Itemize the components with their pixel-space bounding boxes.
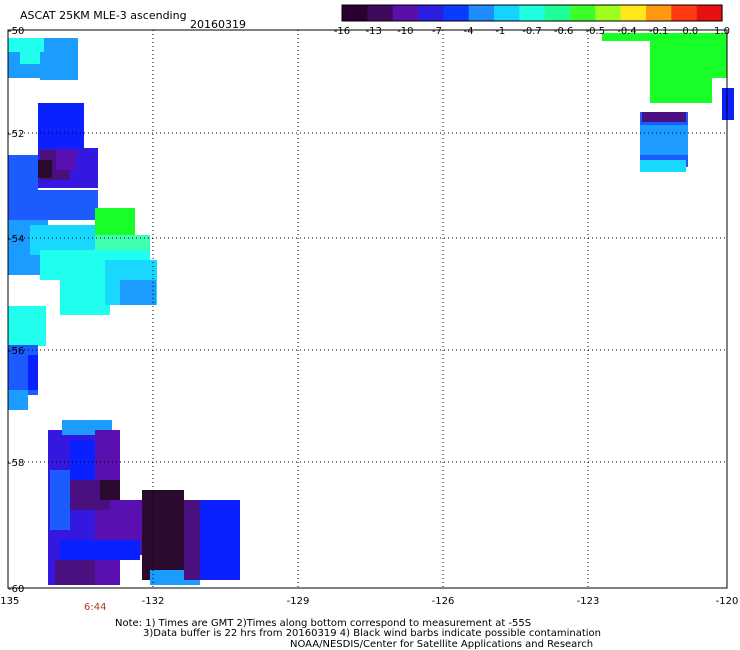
colorbar-swatch (443, 5, 470, 21)
wind-cell (40, 68, 78, 80)
wind-cell (38, 160, 52, 178)
lon-tick-label: -129 (287, 596, 310, 607)
lat-tick-label: -50 (8, 26, 24, 37)
colorbar-swatch (392, 5, 419, 21)
wind-cell (60, 275, 110, 315)
wind-cell (56, 150, 76, 170)
wind-cell (120, 280, 156, 305)
note-line-2: 3)Data buffer is 22 hrs from 20160319 4)… (143, 628, 601, 639)
time-label: 6:44 (84, 602, 107, 613)
map-date: 20160319 (190, 18, 246, 31)
colorbar-swatch (646, 5, 672, 21)
colorbar-label: -0.7 (522, 26, 542, 37)
lon-tick-label: -123 (577, 596, 600, 607)
lon-tick-label: -126 (432, 596, 455, 607)
wind-cell (8, 390, 28, 410)
wind-cell (95, 208, 135, 238)
wind-cell (38, 103, 84, 153)
wind-cell (690, 38, 727, 78)
wind-cell (602, 33, 727, 41)
colorbar-label: -13 (365, 26, 381, 37)
colorbar-swatch (468, 5, 495, 21)
lat-tick-label: -52 (8, 129, 24, 140)
colorbar-swatch (620, 5, 647, 21)
note-line-1: Note: 1) Times are GMT 2)Times along bot… (115, 618, 532, 629)
colorbar-label: -16 (334, 26, 350, 37)
wind-cell (8, 306, 46, 346)
colorbar-swatch (494, 5, 520, 21)
wind-cell (640, 160, 686, 172)
wind-cell (8, 190, 98, 220)
wind-cell (184, 500, 200, 580)
colorbar-swatch (367, 5, 394, 21)
colorbar-frame (341, 4, 723, 22)
colorbar-label: -10 (397, 26, 413, 37)
map-title: ASCAT 25KM MLE-3 ascending (20, 9, 187, 22)
colorbar-swatch (671, 5, 698, 21)
wind-cell (60, 540, 140, 560)
colorbar-label: -1 (495, 26, 505, 37)
wind-cell (100, 480, 120, 500)
wind-cell (28, 355, 38, 390)
colorbar-swatch (544, 5, 571, 21)
wind-cell (640, 125, 688, 155)
wind-cell (642, 112, 686, 122)
wind-cell (722, 88, 734, 120)
wind-cell (142, 490, 184, 580)
colorbar-label: -7 (432, 26, 442, 37)
colorbar-label: -0.4 (617, 26, 637, 37)
colorbar-swatch (696, 5, 723, 21)
lon-tick-label: -135 (0, 596, 19, 607)
lat-tick-label: -58 (8, 458, 24, 469)
colorbar-swatch (570, 5, 596, 21)
colorbar-swatch (418, 5, 444, 21)
lon-tick-label: -120 (716, 596, 739, 607)
graticule (8, 30, 727, 588)
data-swaths (8, 33, 734, 585)
wind-cell (8, 155, 38, 195)
lat-tick-label: -60 (8, 584, 24, 595)
wind-cell (200, 500, 240, 550)
colorbar-swatch (595, 5, 622, 21)
colorbar-label: -4 (464, 26, 474, 37)
wind-cell (50, 470, 70, 530)
lat-tick-label: -54 (8, 234, 24, 245)
colorbar-swatch (342, 5, 368, 21)
note-line-3: NOAA/NESDIS/Center for Satellite Applica… (290, 639, 594, 650)
lat-tick-label: -56 (8, 346, 24, 357)
wind-cell (8, 38, 44, 52)
colorbar-label: -0.5 (586, 26, 606, 37)
colorbar-label: -0.1 (649, 26, 669, 37)
axis-ticks: -135 -132 -129 -126 -123 -120 -50 -52 -54 -56 -58 -… (0, 26, 738, 607)
wind-cell (200, 550, 240, 580)
colorbar-swatch (519, 5, 546, 21)
map-frame (7, 29, 728, 589)
lon-tick-label: -132 (142, 596, 165, 607)
wind-cell (55, 560, 95, 585)
colorbar-label: 0.0 (682, 26, 698, 37)
colorbar: -16 -13 -10 -7 -4 -1 -0.7 -0.6 -0.5 -0.4 -0.1 0.0 1.… (334, 4, 730, 37)
colorbar-label: -0.6 (554, 26, 574, 37)
wind-cell (20, 52, 40, 64)
colorbar-label: 1.0 (714, 26, 730, 37)
